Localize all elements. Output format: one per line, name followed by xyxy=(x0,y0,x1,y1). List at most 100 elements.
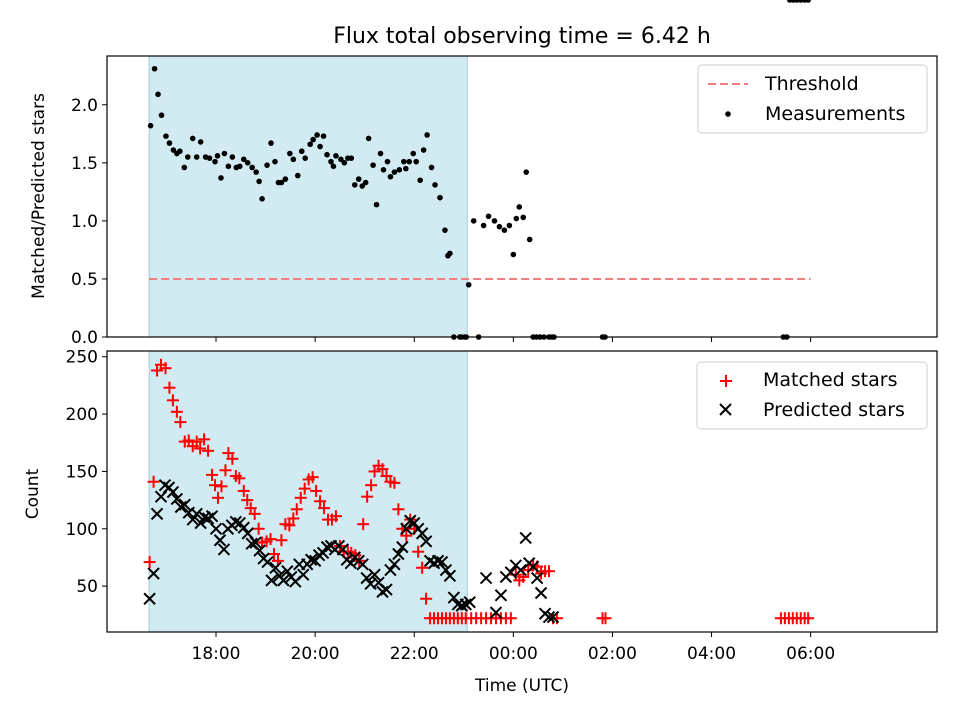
matched-star-point xyxy=(416,561,429,574)
bottom-y-axis-label: Count xyxy=(23,468,43,519)
ratio-panel: 0.00.51.01.52.0 Matched/Predicted stars … xyxy=(29,0,938,348)
predicted-star-point xyxy=(455,599,469,612)
measurement-point xyxy=(320,133,327,139)
predicted-legend-swatch xyxy=(719,403,732,416)
predicted-star-point xyxy=(380,583,393,596)
predicted-star-point xyxy=(408,516,421,530)
measurement-point xyxy=(163,133,169,139)
predicted-star-point xyxy=(419,535,433,548)
measurement-point xyxy=(359,183,365,189)
matched-star-point xyxy=(206,468,219,481)
predicted-star-point xyxy=(205,509,219,523)
measurement-point xyxy=(282,176,289,182)
predicted-star-point xyxy=(297,568,310,581)
predicted-star-point xyxy=(261,555,274,569)
measurement-point xyxy=(189,135,196,142)
measurement-point xyxy=(249,164,255,171)
measurement-point xyxy=(465,281,472,288)
matched-star-point xyxy=(310,484,323,497)
measurement-point xyxy=(212,158,218,165)
y-tick-label: 200 xyxy=(66,405,98,425)
predicted-star-point xyxy=(400,522,413,535)
bottom-axes-frame xyxy=(106,350,938,633)
measurement-point xyxy=(373,201,380,208)
measurement-point xyxy=(268,140,274,146)
predicted-star-point xyxy=(435,555,449,569)
x-tick-label: 02:00 xyxy=(588,644,637,664)
measurement-point xyxy=(520,214,527,221)
measurement-point xyxy=(324,151,330,158)
predicted-star-point xyxy=(277,574,290,587)
predicted-star-point xyxy=(344,556,358,570)
measurement-point xyxy=(147,122,154,129)
matched-star-point xyxy=(202,444,215,457)
measurement-point xyxy=(380,166,387,173)
measurement-point xyxy=(214,153,221,159)
matched-star-point xyxy=(376,463,389,476)
top-y-ticks: 0.0 0.5 1.0 1.5 2.0 xyxy=(71,96,107,348)
matched-star-point xyxy=(159,362,172,375)
predicted-star-point xyxy=(147,567,160,580)
count-panel: 50 100 150 200 250 18:00 20:00 22:00 00:00 02:00… xyxy=(23,348,938,696)
top-legend: Threshold Measurements xyxy=(697,64,928,134)
y-tick-label: 150 xyxy=(66,462,98,482)
measurement-point xyxy=(513,215,520,222)
measurement-point xyxy=(298,148,305,155)
predicted-star-point xyxy=(190,507,203,521)
measurement-point xyxy=(396,166,403,173)
measurement-point xyxy=(225,163,232,170)
measurement-point xyxy=(401,158,407,165)
predicted-star-point xyxy=(384,563,397,577)
matched-star-point xyxy=(318,502,331,515)
measurement-point xyxy=(317,143,323,150)
matched-star-point xyxy=(198,433,211,446)
predicted-star-point xyxy=(396,540,409,554)
predicted-star-point xyxy=(336,543,350,556)
measurement-point xyxy=(197,139,204,145)
threshold-legend-label: Threshold xyxy=(764,73,859,95)
predicted-star-point xyxy=(166,485,180,499)
predicted-star-point xyxy=(489,606,503,619)
measurement-point xyxy=(406,158,413,165)
measurement-point xyxy=(348,155,355,161)
measurement-point xyxy=(506,222,513,229)
x-tick-label: 04:00 xyxy=(687,644,736,664)
measurement-point xyxy=(218,175,224,181)
matched-star-point xyxy=(504,612,517,625)
top-x-ticks xyxy=(215,337,812,342)
predicted-star-point xyxy=(237,521,250,534)
y-tick-label: 250 xyxy=(66,348,98,368)
predicted-star-point xyxy=(494,589,508,602)
measurement-point xyxy=(314,132,320,138)
measurement-point xyxy=(181,164,188,171)
measurement-point xyxy=(480,222,487,229)
measurement-point xyxy=(428,164,435,171)
matched-star-point xyxy=(361,490,374,503)
measurement-point xyxy=(365,135,372,142)
matched-star-point xyxy=(400,529,413,542)
measurement-point xyxy=(229,154,236,160)
predicted-star-point xyxy=(356,558,369,571)
matched-star-point xyxy=(215,480,228,493)
measurement-point xyxy=(244,160,251,166)
measurement-point xyxy=(496,223,503,230)
measurement-point xyxy=(151,65,158,72)
measurement-point xyxy=(253,169,259,175)
y-tick-label: 1.0 xyxy=(71,212,98,232)
predicted-legend-label: Predicted stars xyxy=(763,399,905,421)
matched-star-point xyxy=(190,435,203,448)
predicted-star-point xyxy=(534,586,548,600)
measurement-point xyxy=(424,132,430,138)
measurement-point xyxy=(341,160,348,166)
predicted-star-point xyxy=(143,592,156,605)
matched-star-point xyxy=(543,565,556,578)
measurement-point xyxy=(420,147,427,153)
measurement-point xyxy=(158,112,165,119)
measurement-point xyxy=(403,165,409,172)
measurement-point xyxy=(193,154,200,160)
matched-star-point xyxy=(147,475,160,488)
predicted-star-point xyxy=(170,492,184,506)
measurement-point xyxy=(272,158,278,165)
predicted-star-point xyxy=(320,540,334,554)
